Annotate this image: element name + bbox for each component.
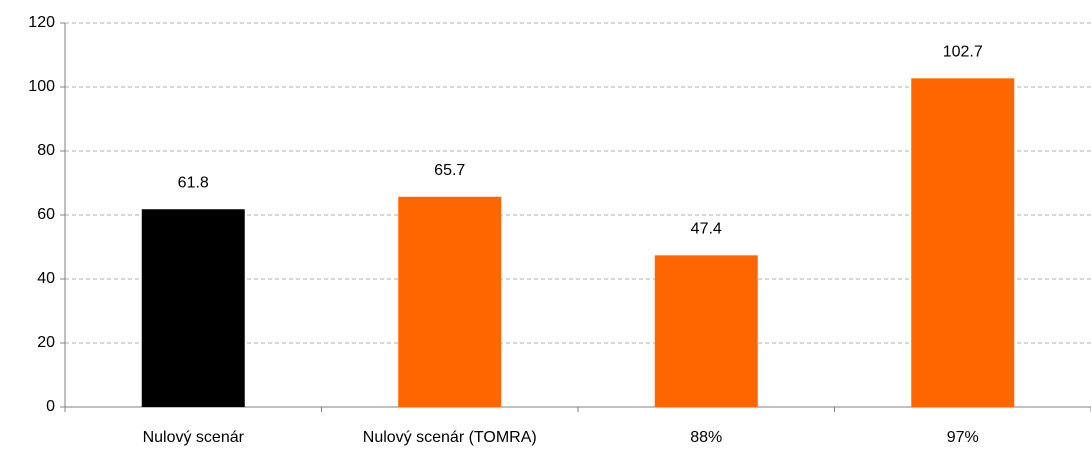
y-tick-label: 80: [37, 142, 55, 159]
bar: [654, 255, 758, 407]
bar: [141, 209, 245, 407]
y-tick-label: 40: [37, 270, 55, 287]
y-tick-label: 100: [28, 78, 55, 95]
data-label: 61.8: [178, 174, 209, 191]
data-label: 65.7: [434, 162, 465, 179]
x-tick-label: 97%: [947, 429, 979, 446]
y-tick-label: 120: [28, 14, 55, 31]
x-tick-label: Nulový scenár: [143, 429, 245, 446]
y-tick-label: 60: [37, 206, 55, 223]
bar: [911, 78, 1015, 408]
y-tick-label: 0: [46, 398, 55, 415]
bar: [398, 196, 502, 407]
y-tick-label: 20: [37, 334, 55, 351]
data-label: 102.7: [943, 44, 983, 61]
x-tick-label: 88%: [690, 429, 722, 446]
x-tick-label: Nulový scenár (TOMRA): [363, 429, 537, 446]
data-label: 47.4: [691, 221, 722, 238]
